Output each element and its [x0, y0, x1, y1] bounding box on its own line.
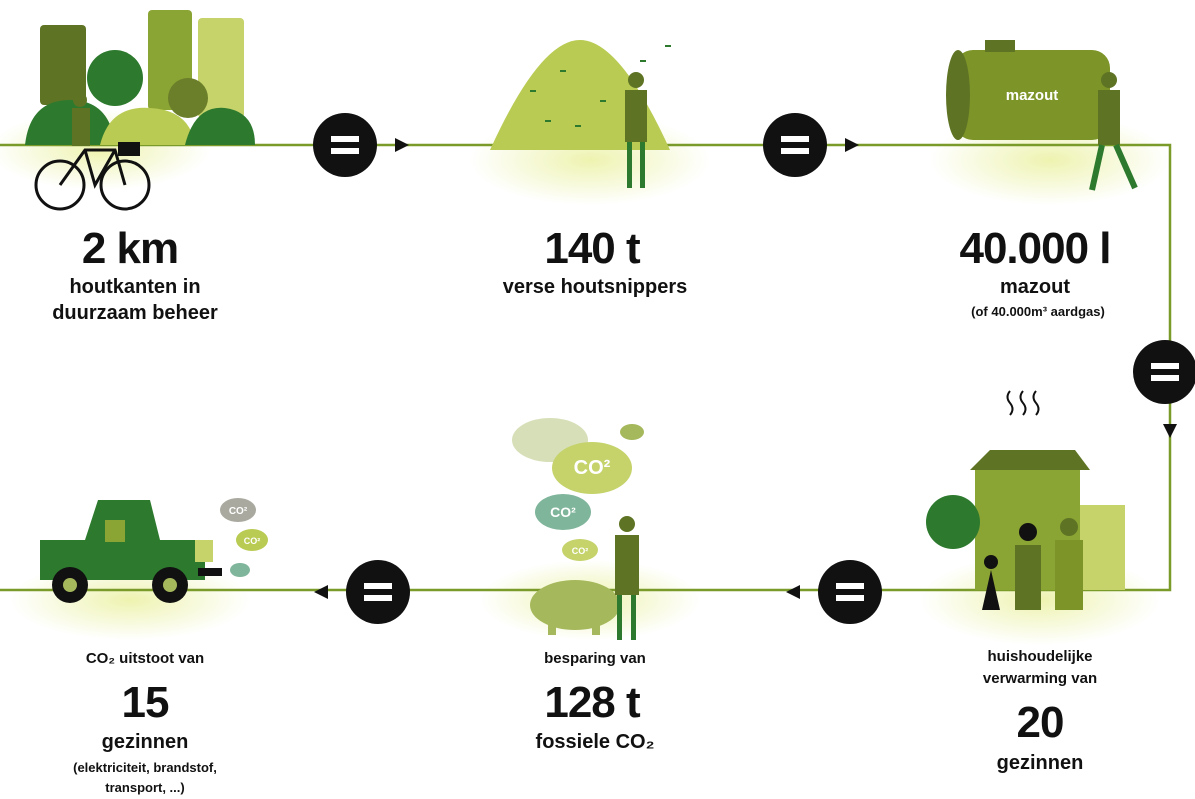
bush	[25, 100, 115, 145]
tree	[168, 78, 208, 118]
note: (elektriciteit, brandstof,	[73, 758, 217, 778]
caption: houtkanten in	[69, 274, 200, 300]
bar	[836, 583, 864, 589]
equals-icon	[786, 560, 882, 624]
exhaust	[198, 568, 222, 576]
person-head	[619, 516, 635, 532]
tank-hatch	[985, 40, 1015, 52]
person	[1015, 545, 1041, 610]
basket	[118, 142, 140, 156]
chip	[545, 120, 551, 122]
bar	[781, 148, 809, 154]
leg	[631, 595, 636, 640]
caption: verse houtsnippers	[503, 274, 688, 300]
circle	[313, 113, 377, 177]
person-head	[1060, 518, 1078, 536]
intro: huishoudelijke	[987, 646, 1092, 668]
chip	[560, 70, 566, 72]
tree	[87, 50, 143, 106]
person	[1098, 90, 1120, 145]
chip	[575, 125, 581, 127]
driver	[105, 520, 125, 542]
hub	[163, 578, 177, 592]
caption: fossiele CO₂	[536, 729, 655, 755]
headline: 15	[122, 680, 169, 726]
person	[625, 90, 647, 142]
person-head	[1101, 72, 1117, 88]
bar	[1151, 363, 1179, 369]
tree	[926, 495, 980, 549]
headline: 40.000 l	[959, 226, 1110, 272]
arrow	[395, 138, 409, 152]
person-head	[1019, 523, 1037, 541]
chip	[665, 45, 671, 47]
smoke	[1008, 391, 1039, 415]
arrow	[314, 585, 328, 599]
equals-icon	[1133, 340, 1195, 438]
bar	[1151, 375, 1179, 381]
caption: duurzaam beheer	[52, 300, 218, 326]
pig-leg	[548, 620, 556, 635]
leg	[627, 142, 632, 188]
rider	[72, 108, 90, 146]
equals-icon	[314, 560, 410, 624]
pig-leg	[592, 620, 600, 635]
tailgate	[195, 540, 213, 562]
hub	[63, 578, 77, 592]
headline: 140 t	[544, 226, 639, 272]
piggy-bank	[530, 580, 620, 630]
tree	[40, 25, 86, 105]
note: transport, ...)	[105, 778, 184, 798]
person	[615, 535, 639, 595]
arrow	[845, 138, 859, 152]
cloud-label: CO²	[244, 536, 261, 546]
cloud-label: CO²	[574, 457, 611, 479]
note: (of 40.000m³ aardgas)	[971, 302, 1105, 322]
intro: besparing van	[544, 648, 646, 670]
tank-end	[946, 50, 970, 140]
bar	[836, 595, 864, 601]
child-head	[984, 555, 998, 569]
chip	[600, 100, 606, 102]
headline: 2 km	[82, 226, 178, 272]
rider-head	[73, 93, 87, 107]
infographic: mazout CO² CO² CO²	[0, 0, 1195, 799]
bar	[331, 148, 359, 154]
intro: verwarming van	[983, 668, 1097, 690]
cloud	[230, 563, 250, 577]
caption: gezinnen	[997, 750, 1084, 776]
cloud-label: CO²	[572, 546, 589, 556]
circle	[763, 113, 827, 177]
cloud-label: CO²	[229, 506, 248, 517]
caption: mazout	[1000, 274, 1070, 300]
cloud	[620, 424, 644, 440]
person	[1055, 540, 1083, 610]
circle	[346, 560, 410, 624]
chip	[640, 60, 646, 62]
roof	[970, 450, 1090, 470]
arrow	[1163, 424, 1177, 438]
headline: 20	[1017, 700, 1064, 746]
person-head	[628, 72, 644, 88]
leg	[640, 142, 645, 188]
leg	[617, 595, 622, 640]
cloud-label: CO²	[550, 504, 576, 520]
circle	[1133, 340, 1195, 404]
bar	[364, 583, 392, 589]
tank-label: mazout	[1006, 87, 1059, 104]
bar	[331, 136, 359, 142]
arrow	[786, 585, 800, 599]
annex	[1080, 505, 1125, 590]
headline: 128 t	[544, 680, 639, 726]
caption: gezinnen	[102, 729, 189, 755]
circle	[818, 560, 882, 624]
intro: CO₂ uitstoot van	[86, 648, 204, 670]
bar	[364, 595, 392, 601]
bar	[781, 136, 809, 142]
chip	[530, 90, 536, 92]
